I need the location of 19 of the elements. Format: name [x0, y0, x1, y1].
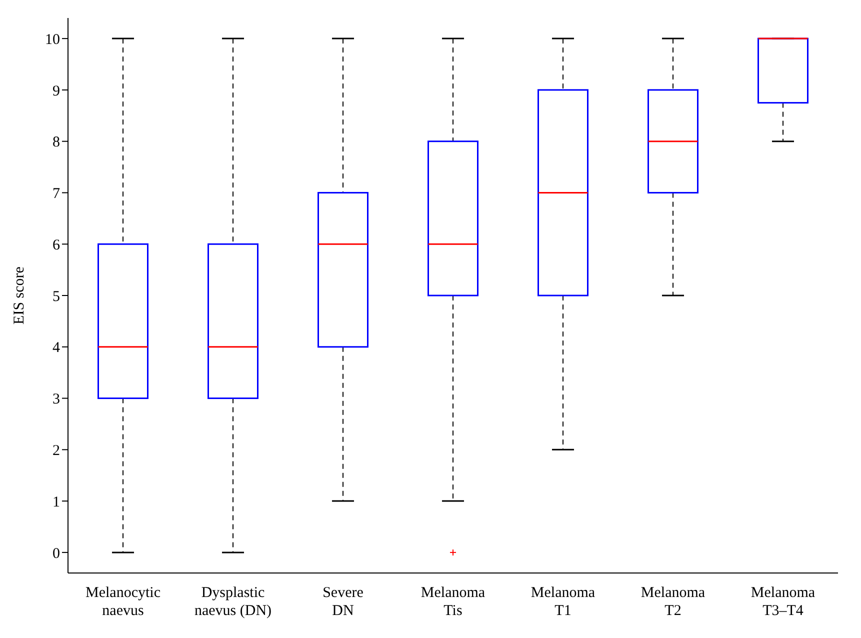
- y-tick-label: 5: [52, 288, 60, 305]
- y-tick-label: 0: [52, 546, 60, 562]
- x-tick-label: Melanoma Tis: [420, 585, 486, 619]
- y-tick-label: 6: [52, 237, 60, 254]
- y-tick-label: 8: [52, 134, 60, 151]
- y-tick-label: 3: [52, 392, 60, 408]
- y-tick-label: 9: [52, 83, 60, 100]
- y-axis-title: EIS score: [11, 266, 28, 324]
- y-tick-label: 4: [52, 340, 60, 356]
- x-tick-label: Melanoma T2: [640, 585, 706, 619]
- y-tick-label: 7: [52, 186, 60, 202]
- y-tick-label: 2: [52, 442, 60, 459]
- x-tick-label: Melanoma T3–T4: [750, 585, 816, 619]
- y-tick-label: 10: [45, 32, 60, 48]
- x-tick-label: Melanoma T1: [530, 585, 596, 619]
- x-tick-label: Melanocytic naevus: [86, 585, 161, 619]
- x-tick-label: Dysplastic naevus (DN): [194, 585, 272, 619]
- y-tick-label: 1: [52, 494, 60, 510]
- x-tick-label: Severe DN: [322, 585, 364, 619]
